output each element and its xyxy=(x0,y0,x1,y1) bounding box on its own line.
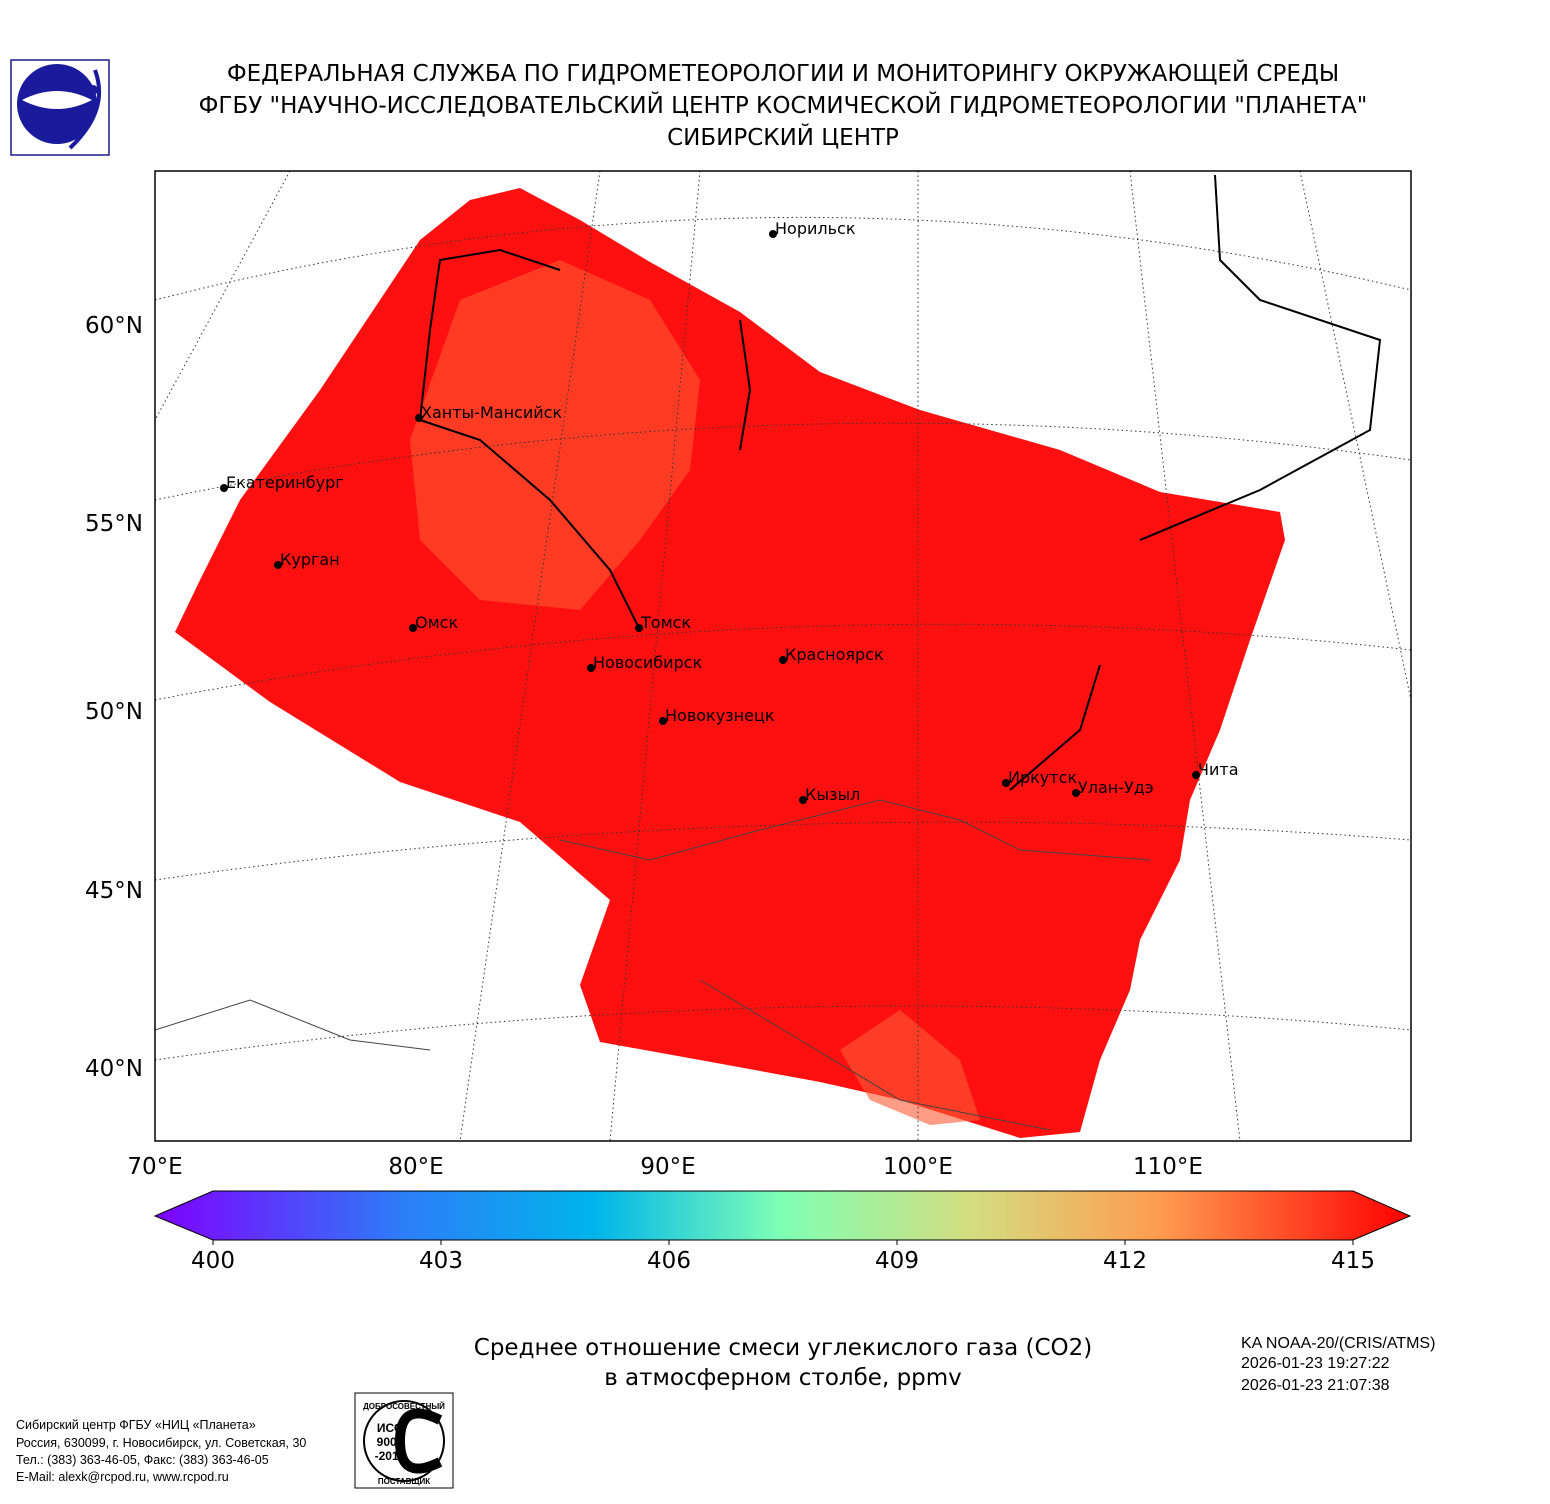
certificate-line: ИСО xyxy=(377,1421,403,1435)
city-label: Улан-Удэ xyxy=(1078,778,1154,797)
certificate-bottom: ПОСТАВЩИК xyxy=(378,1477,430,1486)
city-dot xyxy=(779,656,787,664)
satellite-line: 2026-01-23 21:07:38 xyxy=(1241,1377,1390,1394)
map xyxy=(155,171,1411,1141)
logo xyxy=(10,59,110,156)
city-label: Курган xyxy=(280,550,340,569)
lat-label: 50°N xyxy=(85,699,143,725)
footer-line: Россия, 630099, г. Новосибирск, ул. Сове… xyxy=(16,1436,306,1450)
caption-line: в атмосферном столбе, ppmv xyxy=(604,1365,962,1391)
city-dot xyxy=(769,230,777,238)
footer-line: E-Mail: alexk@rcpod.ru, www.rcpod.ru xyxy=(16,1470,229,1484)
lon-label: 80°E xyxy=(388,1154,443,1180)
lat-label: 60°N xyxy=(85,313,143,339)
colorbar-tick-label: 415 xyxy=(1331,1248,1375,1274)
map-frame xyxy=(154,170,1412,1142)
colorbar-tick-label: 400 xyxy=(191,1248,235,1274)
lat-label: 55°N xyxy=(85,511,143,537)
city-dot xyxy=(635,624,643,632)
colorbar-tick-label: 403 xyxy=(419,1248,463,1274)
city-dot xyxy=(1072,789,1080,797)
lon-label: 110°E xyxy=(1133,1154,1203,1180)
colorbar-tick-label: 409 xyxy=(875,1248,919,1274)
co2-field xyxy=(175,188,1285,1138)
colorbar-body xyxy=(153,1190,1412,1241)
certificate-top: ДОБРОСОВЕСТНЫЙ xyxy=(363,1402,445,1411)
satellite-line: KA NOAA-20/(CRIS/ATMS) xyxy=(1241,1335,1435,1352)
labels: Норильск Ханты-Мансийск Екатеринбург Курган… xyxy=(220,219,1239,804)
coastline xyxy=(419,174,1382,791)
header-line: ФГБУ "НАУЧНО-ИССЛЕДОВАТЕЛЬСКИЙ ЦЕНТР КОС… xyxy=(199,91,1368,119)
co2-high-zone xyxy=(410,260,700,610)
colorbar-tick-label: 406 xyxy=(647,1248,691,1274)
city-label: Омск xyxy=(415,613,458,632)
city-label: Чита xyxy=(1198,760,1239,779)
city-dot xyxy=(799,796,807,804)
city-dot xyxy=(1002,779,1010,787)
lon-label: 90°E xyxy=(640,1154,695,1180)
city-dot xyxy=(220,484,228,492)
footer-line: Сибирский центр ФГБУ «НИЦ «Планета» xyxy=(16,1418,256,1432)
border xyxy=(155,799,1151,1131)
lon-label: 70°E xyxy=(127,1154,182,1180)
header-line: ФЕДЕРАЛЬНАЯ СЛУЖБА ПО ГИДРОМЕТЕОРОЛОГИИ … xyxy=(227,59,1339,87)
lat-label: 45°N xyxy=(85,878,143,904)
colorbar xyxy=(153,1190,1412,1241)
city-dot xyxy=(1192,771,1200,779)
city-label: Томск xyxy=(640,613,691,632)
co2-high-zone xyxy=(840,1010,980,1125)
city-dot xyxy=(409,624,417,632)
city-label: Ханты-Мансийск xyxy=(421,403,562,422)
graticule xyxy=(155,171,1411,1141)
city-label: Новосибирск xyxy=(593,653,702,672)
city-label: Новокузнецк xyxy=(665,706,775,725)
lat-label: 40°N xyxy=(85,1056,143,1082)
city-label: Екатеринбург xyxy=(226,473,344,492)
city-label: Норильск xyxy=(775,219,856,238)
city-label: Кызыл xyxy=(805,785,860,804)
city-dot xyxy=(659,717,667,725)
certificate xyxy=(354,1392,454,1489)
city-label: Красноярск xyxy=(785,645,884,664)
satellite-line: 2026-01-23 19:27:22 xyxy=(1241,1355,1390,1372)
city-label: Иркутск xyxy=(1008,768,1077,787)
certificate-line: -2015 xyxy=(375,1449,406,1463)
caption-line: Среднее отношение смеси углекислого газа… xyxy=(474,1335,1092,1361)
city-dot xyxy=(274,561,282,569)
colorbar-tick-label: 412 xyxy=(1103,1248,1147,1274)
header-line: СИБИРСКИЙ ЦЕНТР xyxy=(667,123,899,151)
city-dot xyxy=(415,414,423,422)
certificate-line: 9001 xyxy=(377,1435,404,1449)
city-dot xyxy=(587,664,595,672)
footer-line: Тел.: (383) 363-46-05, Факс: (383) 363-4… xyxy=(16,1453,269,1467)
lon-label: 100°E xyxy=(883,1154,953,1180)
